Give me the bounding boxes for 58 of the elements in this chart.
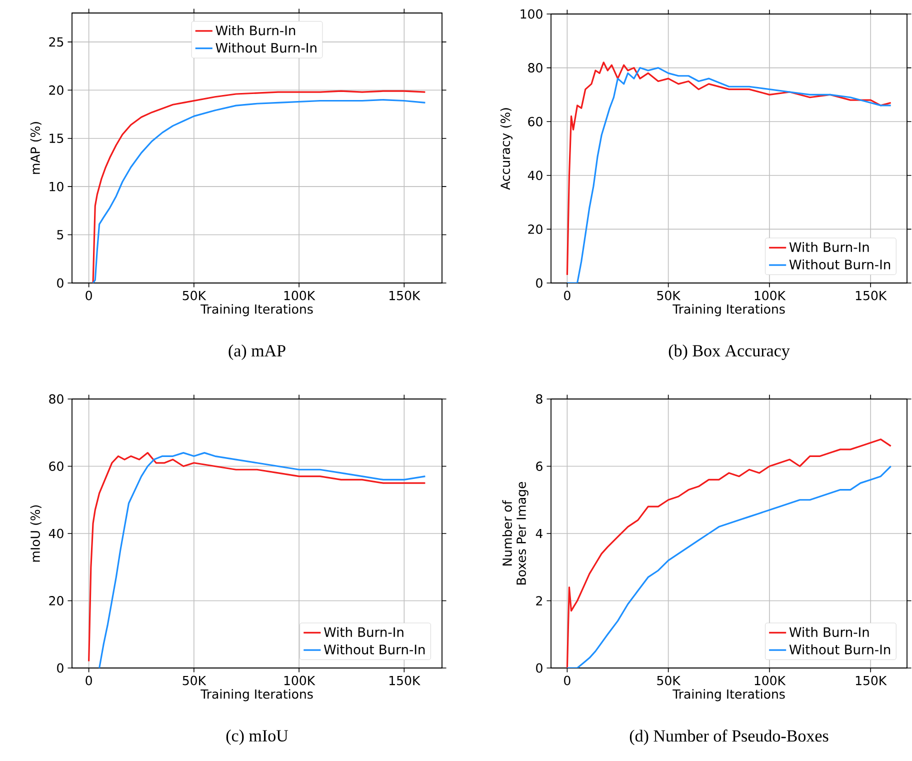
x-tick-label: 0 — [86, 676, 92, 686]
x-axis-title: Training Iterations — [672, 304, 785, 316]
legend-label: Without Burn-In — [324, 644, 425, 654]
y-tick-label: 8 — [536, 394, 542, 404]
y-tick-label: 25 — [49, 37, 64, 47]
x-tick-label: 100K — [754, 676, 786, 686]
x-tick-label: 50K — [182, 676, 206, 686]
legend-label: With Burn-In — [789, 626, 869, 638]
x-tick-label: 50K — [657, 290, 681, 300]
legend-label: With Burn-In — [216, 25, 296, 36]
x-axis-title: Training Iterations — [200, 689, 313, 702]
x-axis-title: Training Iterations — [672, 689, 785, 702]
x-tick-label: 50K — [182, 290, 206, 300]
y-tick-label: 60 — [49, 462, 64, 471]
y-tick-label: 40 — [528, 170, 542, 180]
legend-label: With Burn-In — [324, 626, 404, 638]
y-tick-label: 0 — [536, 278, 542, 288]
x-tick-label: 150K — [390, 676, 420, 686]
x-tick-label: 150K — [856, 290, 887, 300]
y-axis-title: Accuracy (%) — [500, 108, 512, 190]
x-tick-label: 150K — [856, 676, 887, 686]
x-tick-label: 0 — [564, 676, 570, 686]
x-tick-label: 50K — [657, 676, 681, 686]
y-tick-label: 0 — [536, 663, 542, 673]
legend-label: With Burn-In — [789, 242, 869, 252]
y-axis-title: Number of Boxes Per Image — [502, 482, 528, 585]
legend-label: Without Burn-In — [216, 42, 316, 53]
legend-label: Without Burn-In — [789, 644, 890, 654]
y-tick-label: 2 — [536, 596, 542, 606]
y-tick-label: 10 — [50, 182, 64, 192]
x-axis-title: Training Iterations — [200, 304, 313, 316]
text: (b) Box Accuracy — [668, 344, 790, 360]
y-tick-label: 15 — [50, 134, 64, 143]
text: (d) Number of Pseudo-Boxes — [630, 730, 828, 746]
x-tick-label: 100K — [754, 290, 786, 300]
y-tick-label: 100 — [520, 9, 542, 19]
y-tick-label: 20 — [528, 224, 542, 234]
x-tick-label: 150K — [390, 290, 420, 300]
x-tick-label: 0 — [86, 290, 92, 300]
y-tick-label: 40 — [48, 528, 64, 538]
y-axis-title: mAP (%) — [30, 122, 42, 174]
y-axis-title: mIoU (%) — [30, 505, 42, 562]
y-tick-label: 4 — [536, 528, 542, 538]
y-tick-label: 60 — [528, 116, 542, 126]
legend-label: Without Burn-In — [789, 259, 890, 270]
y-tick-label: 0 — [57, 663, 64, 673]
y-tick-label: 0 — [57, 278, 64, 288]
x-tick-label: 100K — [284, 676, 316, 686]
y-tick-label: 20 — [49, 85, 64, 95]
y-tick-label: 5 — [57, 230, 64, 240]
text: (a) mAP — [228, 344, 286, 360]
y-tick-label: 20 — [49, 596, 64, 606]
x-tick-label: 100K — [284, 290, 316, 300]
text: (c) mIoU — [226, 730, 288, 745]
y-tick-label: 6 — [536, 462, 542, 471]
x-tick-label: 0 — [564, 290, 570, 300]
y-tick-label: 80 — [528, 63, 542, 73]
y-tick-label: 80 — [49, 394, 64, 404]
